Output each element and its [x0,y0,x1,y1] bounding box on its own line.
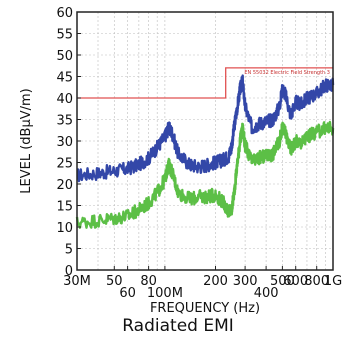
y-tick-label: 60 [56,6,73,21]
y-tick-label: 0 [65,264,73,279]
x-tick-label: 500 [270,274,295,289]
y-tick-label: 5 [65,243,73,258]
series-line-1 [76,74,335,183]
y-tick-label: 15 [56,200,73,215]
limit-line [77,67,333,99]
x-tick-label: 600 [283,274,308,289]
x-axis-title: FREQUENCY (Hz) [150,301,260,316]
figure-caption: Radiated EMI [122,316,234,336]
y-tick-label: 50 [56,49,73,64]
x-tick-label: 100M [147,286,183,301]
x-tick-label: 80 [140,274,157,289]
x-tick-label: 300 [233,274,258,289]
x-tick-label: 1G [324,274,342,289]
y-tick-label: 45 [56,71,73,86]
y-axis-ticks: 0 5 10 15 20 25 30 35 40 45 50 55 60 [56,6,81,279]
x-tick-label: 200 [203,274,228,289]
limit-line-group: EN 55032 Electric Field Strength 3 [77,67,333,99]
y-tick-label: 10 [56,221,73,236]
y-tick-label: 55 [56,28,73,43]
series-line-2 [75,120,335,229]
x-tick-label: 800 [304,274,329,289]
x-tick-label: 50 [106,274,123,289]
y-tick-label: 30 [56,135,73,150]
y-tick-label: 35 [56,114,73,129]
y-axis-title: LEVEL (dBμV/m) [19,88,34,193]
limit-line-label: EN 55032 Electric Field Strength 3 [244,70,330,76]
y-tick-label: 20 [56,178,73,193]
x-tick-label: 400 [254,286,279,301]
x-tick-label: 30M [63,274,91,289]
x-tick-label: 60 [119,286,136,301]
y-tick-label: 40 [56,92,73,107]
series-group [75,74,335,229]
y-tick-label: 25 [56,157,73,172]
